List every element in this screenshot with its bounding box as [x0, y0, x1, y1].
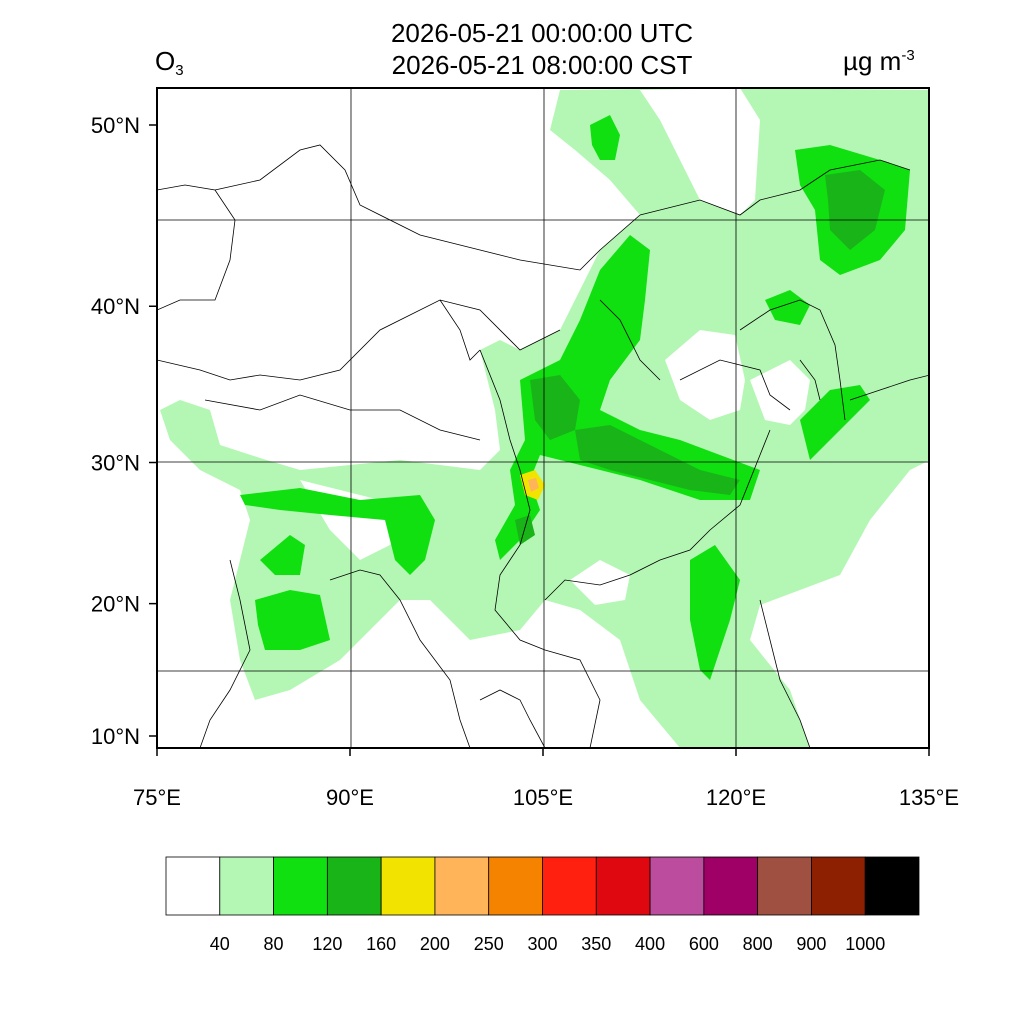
- colorbar-tick-label: 40: [210, 934, 230, 954]
- title-utc: 2026-05-21 00:00:00 UTC: [390, 18, 694, 48]
- colorbar-tick-label: 900: [796, 934, 826, 954]
- lon-tick-label: 105°E: [513, 785, 573, 810]
- graticule: [157, 88, 929, 748]
- colorbar-tick-label: 400: [635, 934, 665, 954]
- colorbar-swatch: [326, 856, 382, 916]
- colorbar-swatch: [273, 856, 328, 916]
- colorbar-swatch: [649, 856, 705, 916]
- lat-tick-label: 40°N: [91, 294, 140, 319]
- species-label: O3: [155, 46, 184, 79]
- lat-tick-label: 50°N: [91, 113, 140, 138]
- colorbar-tick-label: 350: [581, 934, 611, 954]
- colorbar-tick-label: 200: [420, 934, 450, 954]
- colorbar-swatch: [595, 856, 651, 916]
- colorbar-tick-label: 800: [743, 934, 773, 954]
- units-base: µg m: [843, 46, 902, 76]
- longitude-axis: 75°E 90°E 105°E 120°E 135°E: [133, 748, 959, 810]
- colorbar-tick-label: 600: [689, 934, 719, 954]
- colorbar-tick-label: 160: [366, 934, 396, 954]
- colorbar-swatch: [219, 856, 274, 916]
- colorbar-swatch: [864, 856, 920, 916]
- colorbar-swatch: [488, 856, 543, 916]
- high-ozone-hotspot: [520, 470, 545, 500]
- colorbar-labels: 40 80 120 160 200 250 300 350 400 600 800 900 1000: [210, 934, 885, 954]
- colorbar-tick-label: 300: [527, 934, 557, 954]
- lat-tick-label: 30°N: [91, 451, 140, 476]
- colorbar: [165, 856, 920, 916]
- map-field: [157, 88, 929, 748]
- colorbar-swatch: [811, 856, 866, 916]
- colorbar-swatch: [757, 856, 812, 916]
- lon-tick-label: 120°E: [706, 785, 766, 810]
- colorbar-swatch: [165, 856, 221, 916]
- units-superscript: -3: [901, 47, 915, 64]
- colorbar-tick-label: 80: [264, 934, 284, 954]
- colorbar-swatch: [380, 856, 436, 916]
- species-base: O: [155, 46, 176, 76]
- title-cst: 2026-05-21 08:00:00 CST: [391, 50, 693, 80]
- lon-tick-label: 90°E: [326, 785, 374, 810]
- lon-tick-label: 135°E: [899, 785, 959, 810]
- colorbar-tick-label: 250: [474, 934, 504, 954]
- units-label: µg m-3: [843, 46, 915, 77]
- colorbar-swatch: [434, 856, 490, 916]
- colorbar-swatch: [542, 856, 597, 916]
- colorbar-tick-label: 120: [312, 934, 342, 954]
- lat-tick-label: 10°N: [91, 724, 140, 749]
- latitude-axis: 10°N 20°N 30°N 40°N 50°N: [91, 113, 157, 749]
- lon-tick-label: 75°E: [133, 785, 181, 810]
- lat-tick-label: 20°N: [91, 592, 140, 617]
- species-subscript: 3: [175, 62, 184, 79]
- boundary-lines: [157, 144, 929, 748]
- colorbar-swatch: [703, 856, 759, 916]
- dark-green-regions: [515, 170, 885, 545]
- colorbar-tick-label: 1000: [845, 934, 885, 954]
